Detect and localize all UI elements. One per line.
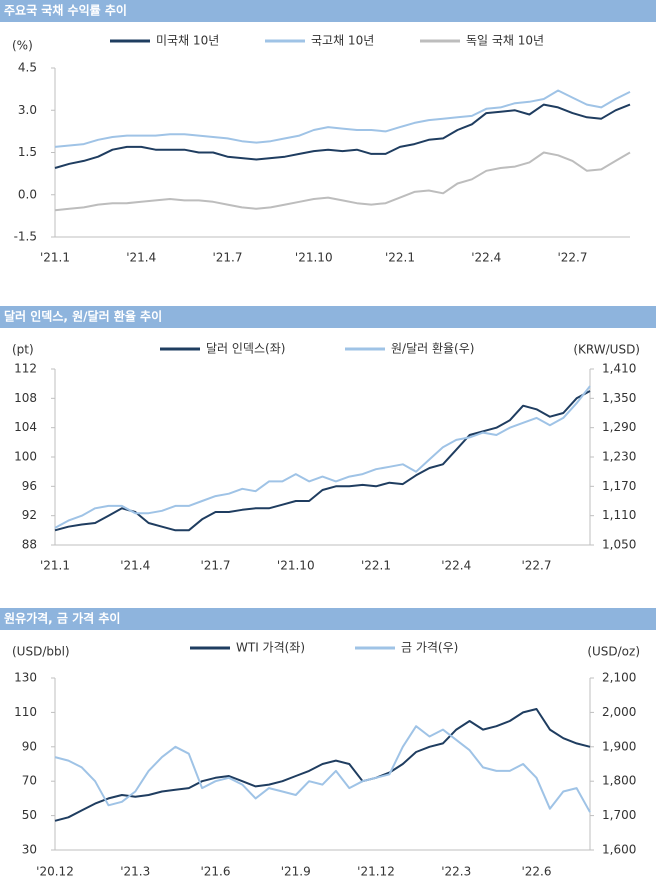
x-tick-label: '21.3 <box>120 865 150 879</box>
series-line <box>54 725 591 813</box>
y-tick-label: 130 <box>14 671 37 685</box>
series-line <box>54 390 591 532</box>
x-tick-label: '20.12 <box>36 865 74 879</box>
y-tick-label: 100 <box>14 450 37 464</box>
y2-axis-unit: (USD/oz) <box>587 645 640 659</box>
legend-label: 미국채 10년 <box>156 34 219 48</box>
y-tick-label: 104 <box>14 420 37 434</box>
header-bar <box>0 0 656 22</box>
y-tick-label: 3.0 <box>18 103 37 117</box>
y-tick-label: 112 <box>14 362 37 376</box>
legend-label: 독일 국채 10년 <box>466 34 544 48</box>
x-tick-label: '21.12 <box>357 865 395 879</box>
y2-tick-label: 1,800 <box>602 774 636 788</box>
y2-tick-label: 1,410 <box>602 362 636 376</box>
y-tick-label: 88 <box>22 538 37 552</box>
header-bar <box>0 306 656 328</box>
y-tick-label: -1.5 <box>14 230 37 244</box>
x-tick-label: '21.4 <box>126 251 156 265</box>
y2-tick-label: 1,230 <box>602 450 636 464</box>
y2-tick-label: 2,000 <box>602 705 636 719</box>
y2-tick-label: 1,290 <box>602 420 636 434</box>
legend-label: 달러 인덱스(좌) <box>206 342 285 356</box>
x-tick-label: '21.4 <box>120 559 150 573</box>
x-tick-label: '22.3 <box>441 865 471 879</box>
x-tick-label: '21.10 <box>277 559 315 573</box>
x-tick-label: '22.6 <box>521 865 551 879</box>
y2-tick-label: 1,170 <box>602 479 636 493</box>
x-tick-label: '21.1 <box>40 251 70 265</box>
x-tick-label: '22.1 <box>361 559 391 573</box>
legend-label: WTI 가격(좌) <box>236 641 305 655</box>
y-tick-label: 90 <box>22 739 37 753</box>
y-tick-label: 110 <box>14 705 37 719</box>
y2-tick-label: 1,700 <box>602 808 636 822</box>
chart-title: 달러 인덱스, 원/달러 환율 추이 <box>4 309 162 324</box>
x-tick-label: '22.1 <box>385 251 415 265</box>
y-tick-label: 92 <box>22 508 37 522</box>
series-line <box>54 708 591 822</box>
x-tick-label: '21.6 <box>200 865 230 879</box>
y2-tick-label: 1,600 <box>602 843 636 857</box>
y-axis-unit: (%) <box>12 39 33 53</box>
x-tick-label: '21.1 <box>40 559 70 573</box>
y2-tick-label: 1,050 <box>602 538 636 552</box>
x-tick-label: '22.7 <box>521 559 551 573</box>
y-tick-label: 96 <box>22 479 37 493</box>
header-bar <box>0 608 656 630</box>
y-tick-label: 0.0 <box>18 187 37 201</box>
y-tick-label: 108 <box>14 391 37 405</box>
x-tick-label: '22.4 <box>471 251 501 265</box>
y-tick-label: 70 <box>22 774 37 788</box>
legend-label: 원/달러 환율(우) <box>391 342 474 356</box>
x-tick-label: '21.7 <box>212 251 242 265</box>
y-axis-unit: (pt) <box>12 343 34 357</box>
y2-tick-label: 2,100 <box>602 671 636 685</box>
y-axis-unit: (USD/bbl) <box>12 645 70 659</box>
x-tick-label: '22.7 <box>557 251 587 265</box>
chart-title: 원유가격, 금 가격 추이 <box>4 611 120 626</box>
series-line <box>54 385 591 529</box>
x-tick-label: '21.9 <box>281 865 311 879</box>
series-line <box>54 89 631 148</box>
y2-axis-unit: (KRW/USD) <box>573 343 640 357</box>
y-tick-label: 4.5 <box>18 61 37 75</box>
y2-tick-label: 1,350 <box>602 391 636 405</box>
series-line <box>54 151 631 212</box>
chart-title: 주요국 국채 수익률 추이 <box>4 3 127 18</box>
y2-tick-label: 1,900 <box>602 739 636 753</box>
y-tick-label: 30 <box>22 843 37 857</box>
y-tick-label: 1.5 <box>18 145 37 159</box>
y-tick-label: 50 <box>22 808 37 822</box>
legend-label: 금 가격(우) <box>401 641 458 655</box>
legend-label: 국고채 10년 <box>311 34 374 48</box>
x-tick-label: '21.10 <box>295 251 333 265</box>
series-line <box>54 103 631 169</box>
x-tick-label: '21.7 <box>200 559 230 573</box>
y2-tick-label: 1,110 <box>602 508 636 522</box>
x-tick-label: '22.4 <box>441 559 471 573</box>
